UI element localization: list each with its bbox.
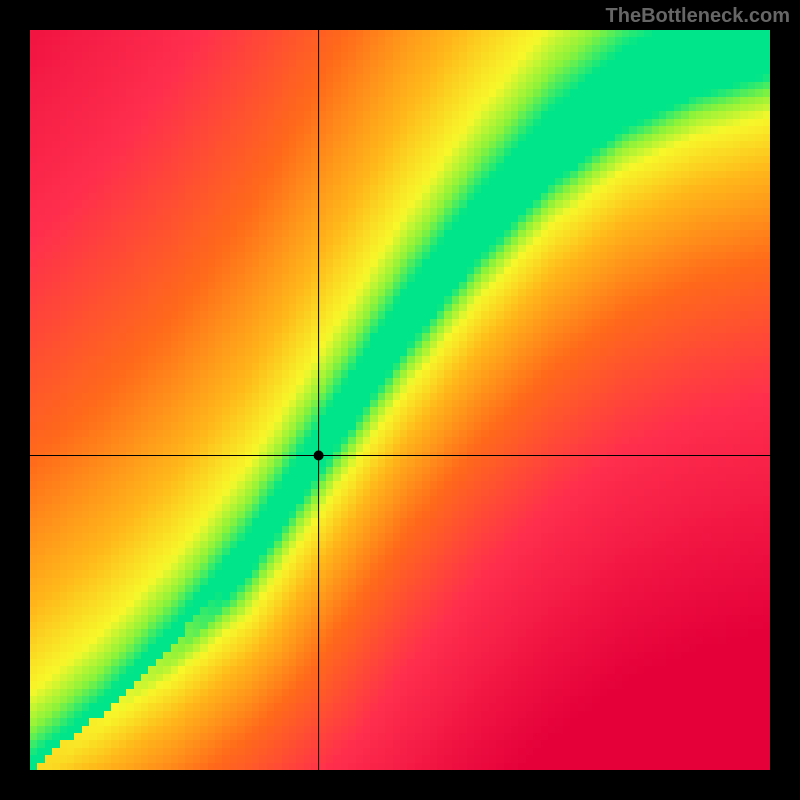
watermark-text: TheBottleneck.com: [606, 5, 790, 28]
chart-container: TheBottleneck.com: [0, 0, 800, 800]
heatmap-plot: [30, 30, 770, 770]
heatmap-canvas: [30, 30, 770, 770]
